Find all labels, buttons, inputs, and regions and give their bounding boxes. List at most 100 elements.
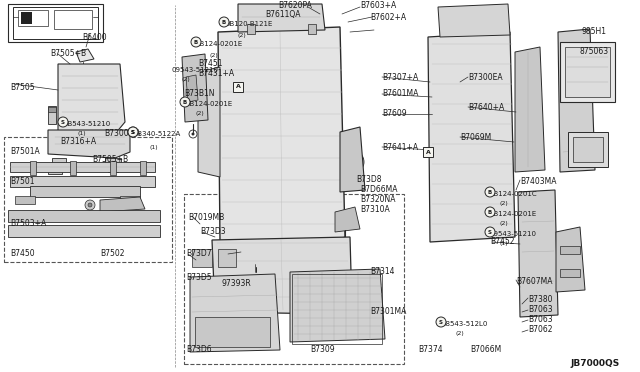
- Bar: [423, 147, 433, 157]
- Polygon shape: [30, 186, 140, 197]
- Circle shape: [347, 157, 357, 167]
- Text: B7309: B7309: [310, 346, 335, 355]
- Text: B7609: B7609: [382, 109, 406, 119]
- Text: S: S: [439, 320, 443, 324]
- Text: B: B: [488, 209, 492, 215]
- Text: 09543-51210: 09543-51210: [172, 67, 219, 73]
- Polygon shape: [58, 64, 125, 134]
- Circle shape: [88, 203, 92, 207]
- Text: B7503+A: B7503+A: [10, 219, 46, 228]
- Text: B7505+B: B7505+B: [50, 49, 86, 58]
- Bar: [184, 194, 404, 364]
- Text: B7019MB: B7019MB: [188, 212, 224, 221]
- Text: B7640+A: B7640+A: [468, 103, 504, 112]
- Text: B73D5: B73D5: [186, 273, 212, 282]
- Polygon shape: [556, 227, 585, 292]
- Circle shape: [340, 150, 364, 174]
- Text: 985H1: 985H1: [582, 28, 607, 36]
- Text: B7310A: B7310A: [360, 205, 390, 215]
- Text: B73D6: B73D6: [186, 346, 212, 355]
- Bar: [560, 42, 615, 102]
- Bar: [18, 10, 48, 26]
- Polygon shape: [10, 162, 155, 172]
- Circle shape: [191, 37, 201, 47]
- Polygon shape: [186, 75, 198, 102]
- Text: B7063: B7063: [528, 305, 552, 314]
- Polygon shape: [558, 29, 595, 172]
- Text: JB7000QS: JB7000QS: [570, 359, 620, 369]
- Text: 0B543-51210: 0B543-51210: [64, 121, 111, 127]
- Text: B7066M: B7066M: [470, 346, 501, 355]
- Bar: [218, 249, 236, 267]
- Text: B7620PA: B7620PA: [278, 0, 312, 10]
- Text: B7374: B7374: [418, 346, 443, 355]
- Text: (1): (1): [78, 131, 86, 137]
- Bar: [120, 196, 140, 204]
- Polygon shape: [190, 274, 280, 352]
- Bar: [568, 132, 608, 167]
- Bar: [308, 24, 316, 34]
- Polygon shape: [8, 210, 160, 222]
- Text: (2): (2): [500, 221, 509, 227]
- Circle shape: [85, 200, 95, 210]
- Circle shape: [191, 132, 195, 135]
- Text: B73D7: B73D7: [186, 250, 212, 259]
- Text: B7307+A: B7307+A: [382, 73, 419, 81]
- Polygon shape: [100, 197, 145, 212]
- Text: B7062: B7062: [528, 326, 552, 334]
- Bar: [560, 269, 580, 277]
- Text: B7450: B7450: [10, 250, 35, 259]
- Text: B7300EA: B7300EA: [468, 73, 502, 81]
- Circle shape: [128, 127, 138, 137]
- Bar: [105, 158, 121, 166]
- Text: B7452: B7452: [490, 237, 515, 247]
- Polygon shape: [76, 49, 94, 62]
- Text: (2): (2): [238, 32, 247, 38]
- Text: B7505+B: B7505+B: [92, 155, 128, 164]
- Text: B7602+A: B7602+A: [370, 13, 406, 22]
- Bar: [140, 161, 146, 175]
- Polygon shape: [438, 4, 510, 37]
- Circle shape: [485, 187, 495, 197]
- Circle shape: [248, 244, 264, 260]
- Bar: [30, 161, 36, 175]
- Polygon shape: [198, 67, 220, 177]
- Polygon shape: [10, 176, 155, 187]
- Text: 0B120-B121E: 0B120-B121E: [225, 21, 273, 27]
- Bar: [4, 137, 172, 262]
- Polygon shape: [8, 225, 160, 237]
- Circle shape: [128, 127, 138, 137]
- Text: B: B: [488, 189, 492, 195]
- Text: B73D8: B73D8: [356, 176, 381, 185]
- Circle shape: [223, 253, 233, 263]
- Text: B6400: B6400: [82, 32, 107, 42]
- Polygon shape: [212, 237, 352, 314]
- Text: A: A: [426, 150, 431, 154]
- Bar: [48, 107, 56, 112]
- Circle shape: [180, 97, 190, 107]
- Text: B7501A: B7501A: [10, 148, 40, 157]
- Circle shape: [197, 253, 207, 263]
- Text: (1): (1): [150, 144, 159, 150]
- Text: B7301MA: B7301MA: [370, 308, 406, 317]
- Text: B7069M: B7069M: [460, 132, 492, 141]
- Polygon shape: [290, 269, 385, 342]
- Bar: [110, 161, 116, 175]
- Bar: [70, 161, 76, 175]
- Polygon shape: [518, 190, 558, 317]
- Text: B: B: [183, 99, 187, 105]
- Bar: [192, 249, 212, 267]
- Text: 0B124-0201E: 0B124-0201E: [196, 41, 243, 47]
- Polygon shape: [515, 47, 545, 172]
- Polygon shape: [428, 32, 515, 242]
- Text: S: S: [61, 119, 65, 125]
- Text: (1): (1): [500, 241, 509, 247]
- Text: (2): (2): [500, 202, 509, 206]
- Circle shape: [219, 17, 229, 27]
- Polygon shape: [13, 7, 98, 39]
- Text: B7D66MA: B7D66MA: [360, 186, 397, 195]
- Text: 0B124-0201E: 0B124-0201E: [490, 211, 537, 217]
- Bar: [54, 10, 92, 29]
- Text: B: B: [194, 39, 198, 45]
- Text: B7641+A: B7641+A: [382, 142, 418, 151]
